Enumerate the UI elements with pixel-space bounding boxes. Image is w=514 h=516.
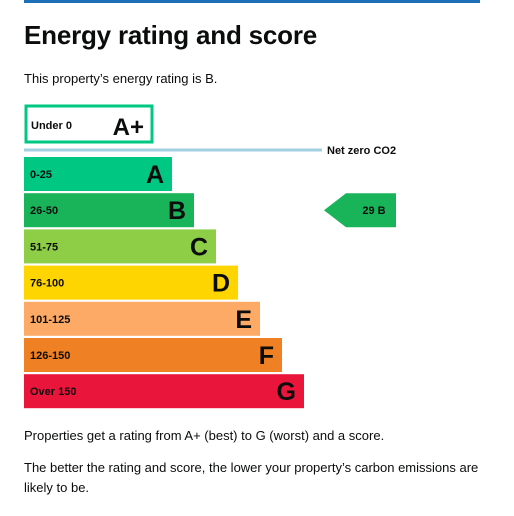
band-g bbox=[24, 374, 304, 409]
band-b-range: 26-50 bbox=[30, 205, 58, 217]
band-c-range: 51-75 bbox=[30, 241, 58, 253]
band-a-letter: A bbox=[146, 161, 164, 189]
band-b-letter: B bbox=[168, 197, 186, 225]
emissions-explanation: The better the rating and score, the low… bbox=[24, 460, 479, 495]
band-a bbox=[24, 157, 172, 191]
band-d-range: 76-100 bbox=[30, 278, 64, 290]
band-a-range: 0-25 bbox=[30, 169, 52, 181]
band-c-letter: C bbox=[190, 233, 208, 261]
band-c bbox=[24, 229, 216, 264]
band-e bbox=[24, 301, 260, 336]
energy-rating-summary: This property’s energy rating is B. bbox=[24, 71, 218, 86]
top-rule bbox=[24, 0, 480, 3]
band-g-range: Over 150 bbox=[30, 386, 76, 398]
band-f-range: 126-150 bbox=[30, 350, 70, 362]
current-rating-label: 29 B bbox=[362, 205, 385, 217]
page-title: Energy rating and score bbox=[24, 20, 318, 50]
band-f-letter: F bbox=[259, 342, 274, 370]
band-a-plus-letter: A+ bbox=[113, 114, 144, 141]
band-e-range: 101-125 bbox=[30, 314, 70, 326]
rating-explanation: Properties get a rating from A+ (best) t… bbox=[24, 428, 385, 443]
band-b bbox=[24, 193, 194, 228]
band-a-plus-range: Under 0 bbox=[31, 120, 72, 132]
band-e-letter: E bbox=[235, 306, 252, 334]
band-f bbox=[24, 338, 282, 372]
net-zero-label: Net zero CO2 bbox=[327, 145, 396, 157]
current-rating-arrow bbox=[324, 193, 396, 228]
band-a-plus-outline bbox=[24, 104, 154, 144]
band-d-letter: D bbox=[212, 270, 230, 298]
band-g-letter: G bbox=[277, 378, 296, 406]
band-d bbox=[24, 265, 238, 300]
